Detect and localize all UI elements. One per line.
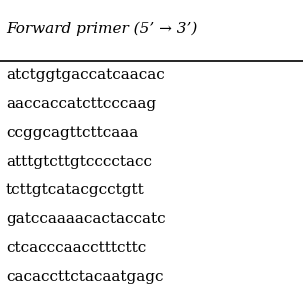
Text: atttgtcttgtcccctacc: atttgtcttgtcccctacc xyxy=(6,155,152,168)
Text: tcttgtcatacgcctgtt: tcttgtcatacgcctgtt xyxy=(6,183,145,197)
Text: ctcacccaacctttcttc: ctcacccaacctttcttc xyxy=(6,241,146,255)
Text: atctggtgaccatcaacac: atctggtgaccatcaacac xyxy=(6,68,165,82)
Text: Forward primer (5’ → 3’): Forward primer (5’ → 3’) xyxy=(6,21,198,35)
Text: ccggcagttcttcaaa: ccggcagttcttcaaa xyxy=(6,126,138,140)
Text: cacaccttctacaatgagc: cacaccttctacaatgagc xyxy=(6,270,164,284)
Text: aaccaccatcttcccaag: aaccaccatcttcccaag xyxy=(6,97,156,111)
Text: gatccaaaacactaccatc: gatccaaaacactaccatc xyxy=(6,212,166,226)
